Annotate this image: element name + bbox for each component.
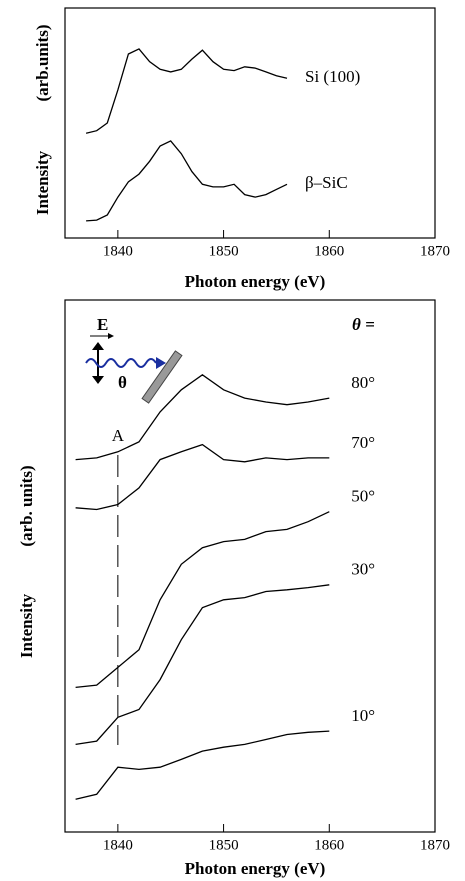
x-tick-label: 1840	[103, 243, 133, 259]
x-tick-label: 1850	[209, 243, 239, 259]
series-label: 30°	[351, 560, 375, 579]
inset-label: E	[97, 315, 108, 334]
series-label: β–SiC	[305, 173, 348, 192]
spectrum-line	[75, 511, 330, 689]
y-axis-label: Intensity	[17, 593, 36, 658]
series-label: 50°	[351, 487, 375, 506]
legend-title: θ =	[352, 315, 375, 334]
x-tick-label: 1860	[314, 837, 344, 853]
spectrum-line	[86, 140, 288, 222]
x-tick-label: 1840	[103, 837, 133, 853]
annotation: A	[112, 426, 125, 445]
spectrum-line	[85, 48, 288, 134]
series-label: 10°	[351, 706, 375, 725]
x-tick-label: 1870	[420, 837, 450, 853]
series-label: 80°	[351, 373, 375, 392]
x-tick-label: 1860	[314, 243, 344, 259]
x-axis-label: Photon energy (eV)	[185, 859, 326, 878]
spectrum-line	[75, 730, 330, 800]
spectrum-line	[75, 584, 330, 746]
plot-frame	[64, 299, 436, 833]
inset-diagram	[85, 333, 183, 404]
series-label: 70°	[351, 433, 375, 452]
series-label: Si (100)	[305, 67, 360, 86]
spectrum-line	[75, 374, 330, 461]
spectrum-line	[75, 443, 330, 511]
y-axis-unit: (arb. units)	[17, 465, 36, 546]
x-tick-label: 1850	[209, 837, 239, 853]
x-tick-label: 1870	[420, 243, 450, 259]
plot-frame	[64, 7, 436, 239]
y-axis-label: Intensity	[33, 150, 52, 215]
y-axis-unit: (arb.units)	[33, 25, 52, 102]
x-axis-label: Photon energy (eV)	[185, 272, 326, 291]
inset-label: θ	[118, 373, 127, 392]
